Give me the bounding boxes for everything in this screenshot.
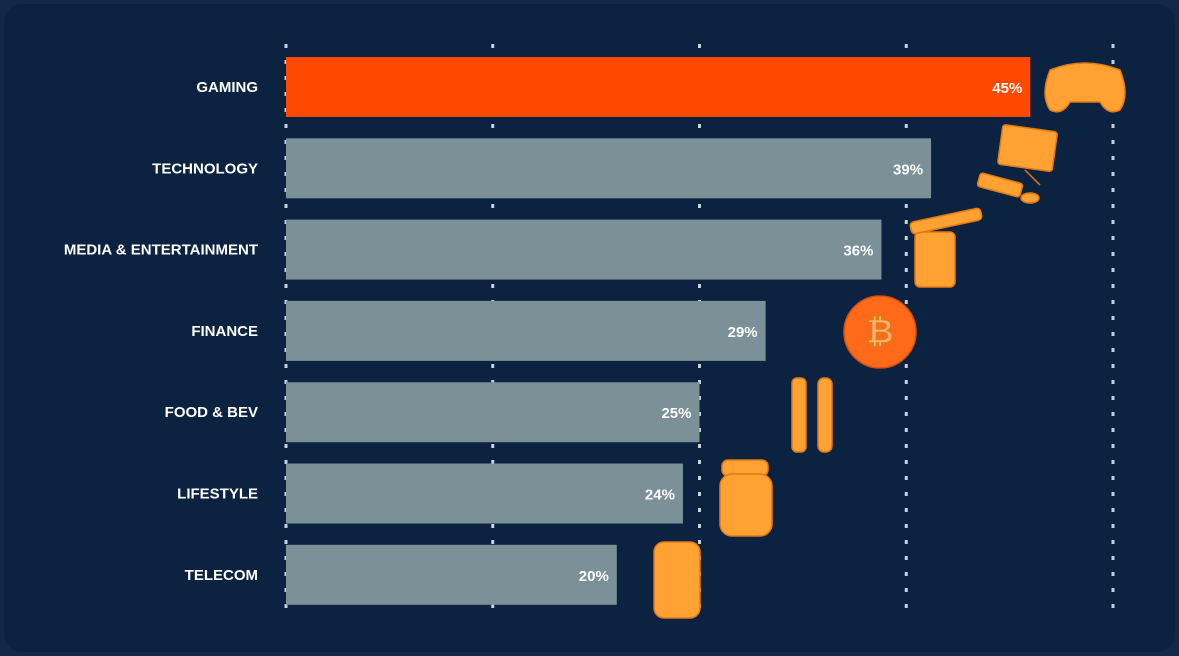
- value-label: 39%: [893, 161, 923, 178]
- category-label: FINANCE: [191, 323, 258, 340]
- category-label: TELECOM: [185, 567, 258, 584]
- value-label: 25%: [661, 405, 691, 422]
- value-label: 36%: [843, 243, 873, 260]
- bar: [286, 544, 617, 605]
- gamepad-icon: [1044, 62, 1126, 113]
- category-label: LIFESTYLE: [177, 485, 258, 502]
- bar: [286, 219, 882, 280]
- value-label: 45%: [992, 80, 1022, 97]
- cutlery-icon: [791, 377, 833, 453]
- phone-icon: [653, 541, 701, 619]
- value-label: 24%: [645, 486, 675, 503]
- bar: [286, 463, 683, 524]
- coin-symbol: ₿: [866, 313, 894, 351]
- category-label: TECHNOLOGY: [152, 160, 258, 177]
- bar: [286, 57, 1031, 117]
- category-label: FOOD & BEV: [165, 404, 258, 421]
- icons: ₿: [653, 62, 1126, 619]
- bar: [286, 300, 766, 361]
- bar: [286, 382, 700, 443]
- category-label: GAMING: [196, 79, 258, 96]
- clapper-icon: [909, 207, 983, 288]
- bars: GAMING 45% TECHNOLOGY 39% MEDIA & ENTERTAINM…: [64, 57, 1031, 605]
- category-label: MEDIA & ENTERTAINMENT: [64, 242, 258, 259]
- value-label: 29%: [728, 324, 758, 341]
- bar: [286, 138, 932, 199]
- coin-icon: ₿: [843, 295, 917, 369]
- value-label: 20%: [579, 568, 609, 585]
- computer-icon: [976, 124, 1058, 204]
- jar-icon: [719, 459, 773, 537]
